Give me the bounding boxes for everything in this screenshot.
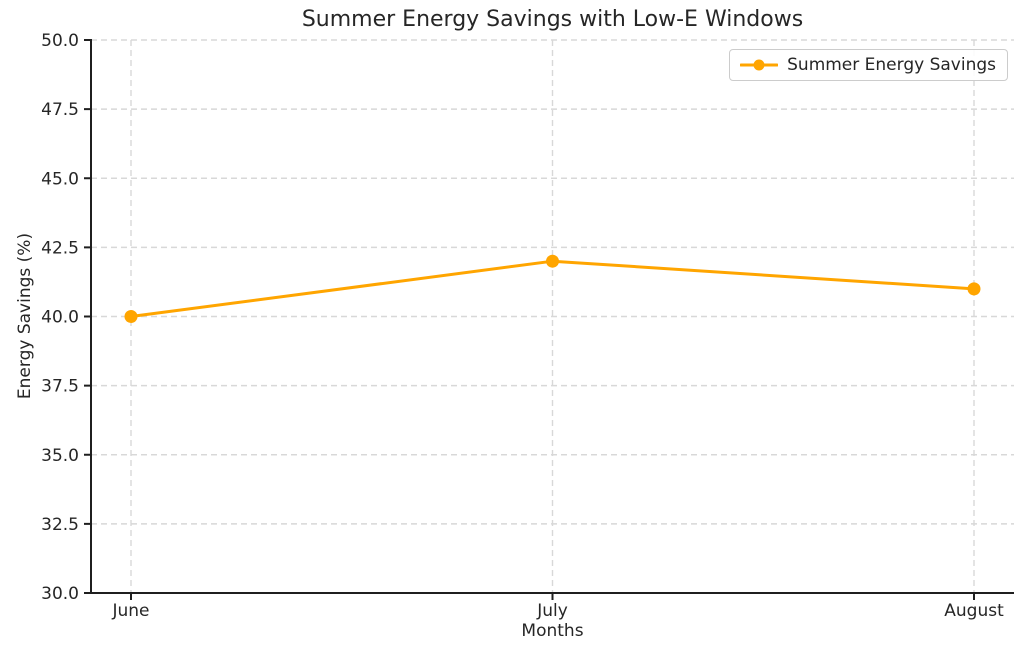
- y-tick-label: 37.5: [41, 377, 79, 397]
- y-tick-label: 50.0: [41, 31, 79, 51]
- series-line: [129, 259, 976, 318]
- y-tick-label: 40.0: [41, 308, 79, 328]
- legend-line-marker-icon: [740, 59, 779, 71]
- data-point-marker: [546, 254, 559, 268]
- data-point-marker: [967, 282, 981, 296]
- legend: Summer Energy Savings: [729, 49, 1008, 81]
- y-tick-label: 30.0: [41, 584, 79, 604]
- x-tick-label: July: [536, 601, 568, 621]
- x-tick-label: June: [111, 601, 149, 621]
- y-tick-label: 45.0: [41, 169, 79, 189]
- data-point-marker: [124, 310, 138, 323]
- y-tick-label: 35.0: [41, 446, 79, 466]
- y-tick-label: 47.5: [41, 100, 79, 120]
- legend-label: Summer Energy Savings: [787, 55, 996, 75]
- y-tick-label: 42.5: [41, 238, 79, 258]
- x-axis-label: Months: [521, 621, 584, 641]
- y-tick-label: 32.5: [41, 515, 79, 535]
- x-tick-label: August: [944, 601, 1004, 621]
- chart-title: Summer Energy Savings with Low-E Windows: [301, 7, 804, 32]
